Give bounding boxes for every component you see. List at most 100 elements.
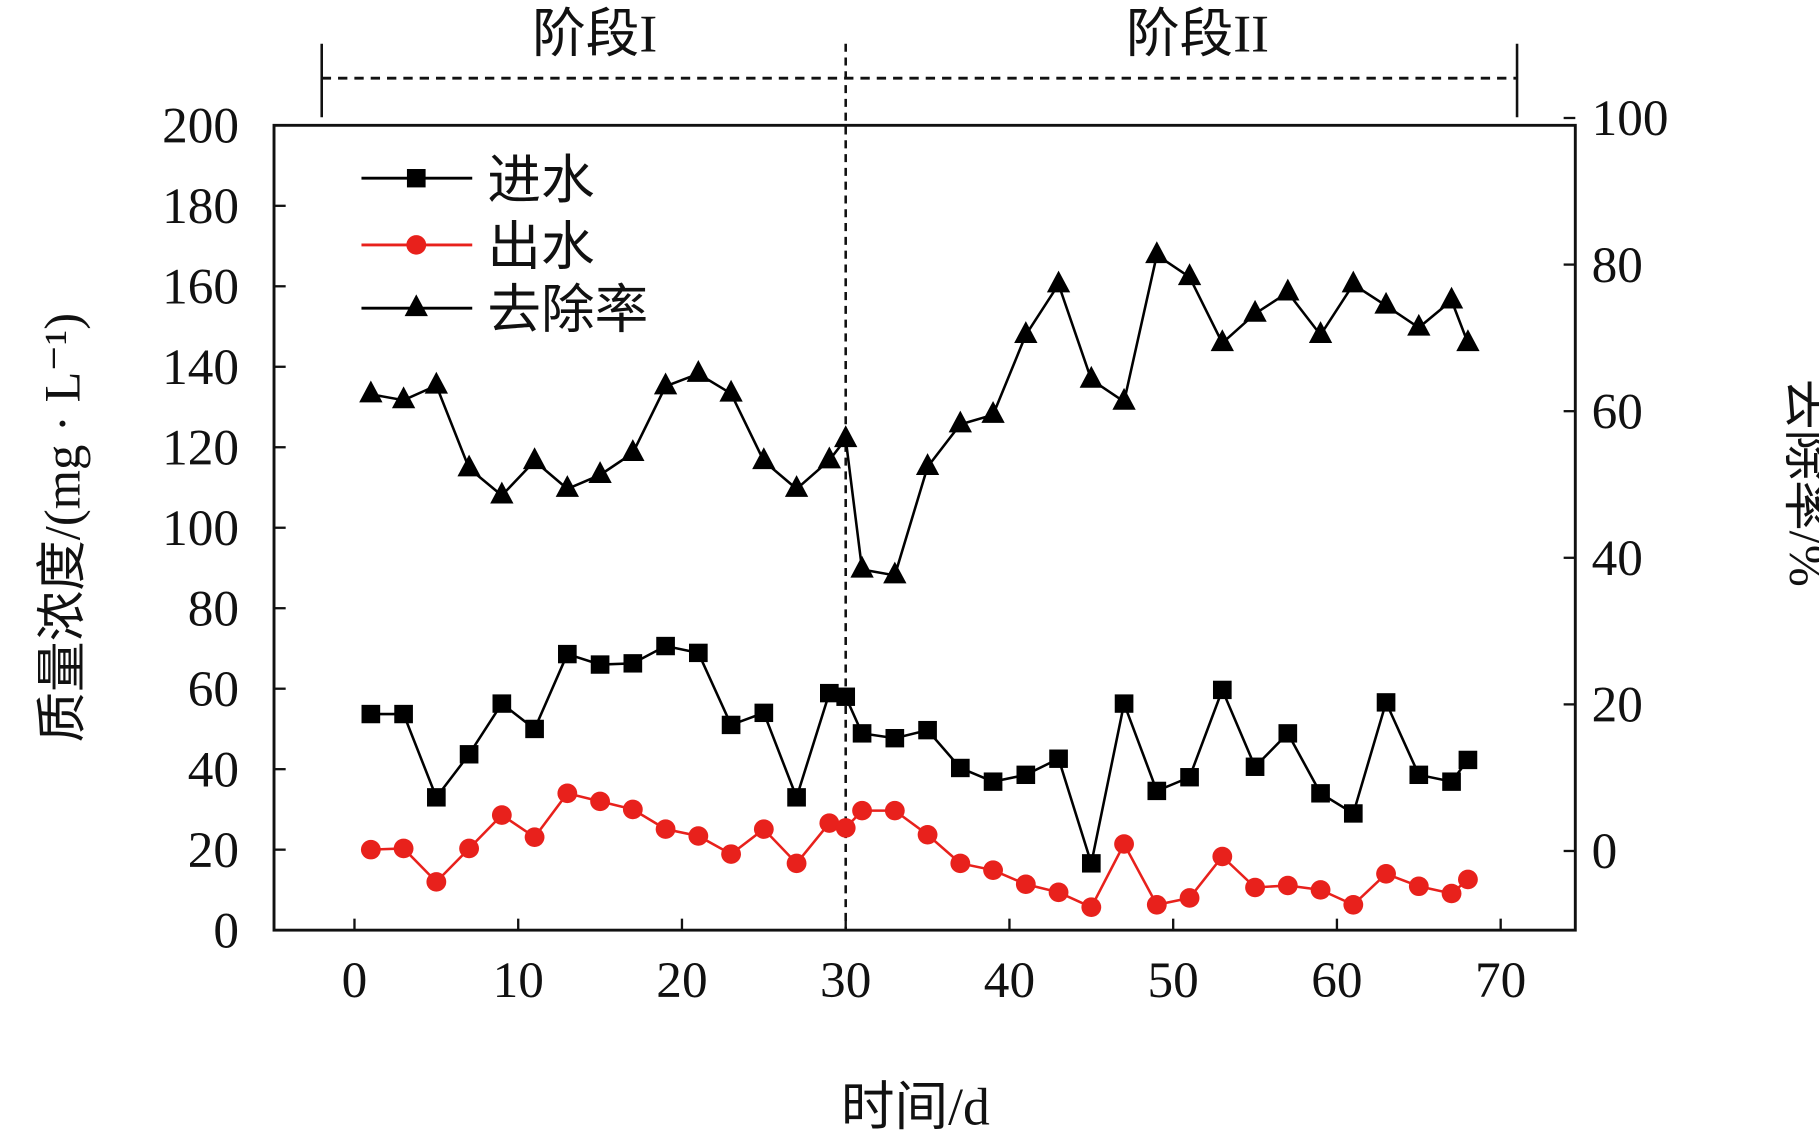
legend-label: 出水 bbox=[487, 218, 594, 277]
data-point bbox=[490, 481, 514, 504]
data-point bbox=[588, 461, 612, 484]
legend-label: 进水 bbox=[487, 151, 594, 210]
data-point bbox=[819, 813, 840, 833]
data-point bbox=[787, 788, 806, 807]
data-point bbox=[721, 844, 741, 864]
data-point bbox=[557, 783, 578, 804]
data-point bbox=[1112, 387, 1136, 410]
data-point bbox=[786, 853, 807, 874]
data-point bbox=[621, 439, 645, 462]
data-point bbox=[1441, 883, 1462, 904]
data-point bbox=[1179, 888, 1200, 908]
data-point bbox=[1212, 680, 1232, 700]
data-point bbox=[1016, 765, 1036, 785]
legend-marker bbox=[406, 169, 426, 188]
y-tick-label: 200 bbox=[162, 99, 239, 155]
data-point bbox=[915, 453, 940, 475]
data-point bbox=[1147, 781, 1167, 801]
series-line bbox=[370, 644, 1469, 864]
data-point bbox=[491, 805, 512, 825]
data-point bbox=[950, 758, 970, 778]
y2-tick-label: 0 bbox=[1592, 825, 1618, 881]
data-point bbox=[457, 454, 481, 477]
data-point bbox=[1210, 329, 1234, 352]
data-point bbox=[1081, 854, 1101, 873]
data-point bbox=[1079, 365, 1103, 388]
y-axis-label: 质量浓度/(mg · L⁻¹) bbox=[35, 313, 91, 743]
x-tick-label: 30 bbox=[820, 953, 871, 1009]
data-point bbox=[424, 371, 449, 394]
data-point bbox=[393, 838, 414, 859]
data-point bbox=[917, 825, 938, 845]
x-tick-label: 70 bbox=[1475, 953, 1526, 1009]
y-tick-label: 180 bbox=[162, 179, 239, 235]
data-point bbox=[754, 703, 774, 723]
data-point bbox=[983, 772, 1003, 791]
data-point bbox=[719, 379, 743, 402]
data-point bbox=[784, 475, 809, 497]
data-point bbox=[653, 372, 678, 395]
y-tick-label: 0 bbox=[213, 904, 239, 960]
data-point bbox=[555, 475, 579, 497]
data-point bbox=[1458, 750, 1478, 770]
data-point bbox=[1376, 864, 1396, 884]
data-point bbox=[884, 800, 905, 821]
data-point bbox=[1439, 286, 1464, 309]
data-point bbox=[918, 720, 937, 740]
series-square bbox=[361, 636, 1478, 873]
data-point bbox=[558, 644, 577, 664]
data-point bbox=[721, 715, 741, 735]
data-point bbox=[852, 724, 872, 743]
data-point bbox=[1245, 877, 1265, 898]
data-point bbox=[1245, 757, 1265, 776]
data-point bbox=[656, 636, 675, 656]
x-tick-label: 20 bbox=[656, 953, 707, 1009]
data-point bbox=[1146, 895, 1167, 915]
data-point bbox=[1343, 804, 1363, 823]
data-point bbox=[1456, 329, 1480, 352]
data-point bbox=[590, 655, 610, 674]
data-point bbox=[1343, 895, 1364, 915]
data-point bbox=[394, 704, 413, 724]
data-point bbox=[522, 447, 547, 470]
data-point bbox=[686, 360, 710, 382]
data-point bbox=[852, 800, 872, 821]
y-tick-label: 80 bbox=[188, 582, 239, 638]
series-triangle bbox=[359, 241, 1480, 584]
data-point bbox=[492, 694, 512, 713]
data-point bbox=[524, 827, 545, 847]
data-point bbox=[525, 719, 544, 739]
x-tick-label: 0 bbox=[342, 953, 368, 1009]
data-point bbox=[1114, 834, 1134, 854]
data-point bbox=[1310, 880, 1331, 900]
legend-marker bbox=[404, 294, 428, 317]
stage-label: 阶段I bbox=[532, 5, 657, 64]
y2-tick-label: 20 bbox=[1592, 678, 1643, 734]
data-point bbox=[459, 838, 480, 859]
data-point bbox=[1308, 321, 1333, 344]
data-point bbox=[1407, 313, 1431, 336]
data-point bbox=[360, 839, 381, 860]
legend-label: 去除率 bbox=[487, 281, 648, 340]
y-tick-label: 120 bbox=[162, 421, 239, 477]
x-tick-label: 60 bbox=[1311, 953, 1362, 1009]
x-tick-label: 10 bbox=[493, 953, 544, 1009]
data-point bbox=[1458, 869, 1478, 890]
stage-label: 阶段II bbox=[1126, 5, 1269, 64]
y2-tick-label: 40 bbox=[1592, 531, 1643, 587]
series-line bbox=[370, 791, 1469, 909]
y-tick-label: 160 bbox=[162, 260, 239, 316]
axis-ticks: 0 10 20 30 40 50 60 70 0 20 40 60 80 100 120 140 160 180 2… bbox=[162, 92, 1668, 1009]
data-point bbox=[1180, 768, 1199, 787]
y-tick-label: 40 bbox=[188, 743, 239, 799]
stage-annotation: 阶段I 阶段II bbox=[320, 5, 1519, 931]
data-point bbox=[1442, 772, 1461, 791]
data-point bbox=[1015, 874, 1036, 895]
data-point bbox=[1212, 846, 1233, 867]
x-axis-label: 时间/d bbox=[841, 1078, 990, 1137]
data-point bbox=[836, 687, 856, 706]
data-point bbox=[391, 386, 416, 409]
y2-axis-label: 去除率/% bbox=[1778, 379, 1819, 587]
